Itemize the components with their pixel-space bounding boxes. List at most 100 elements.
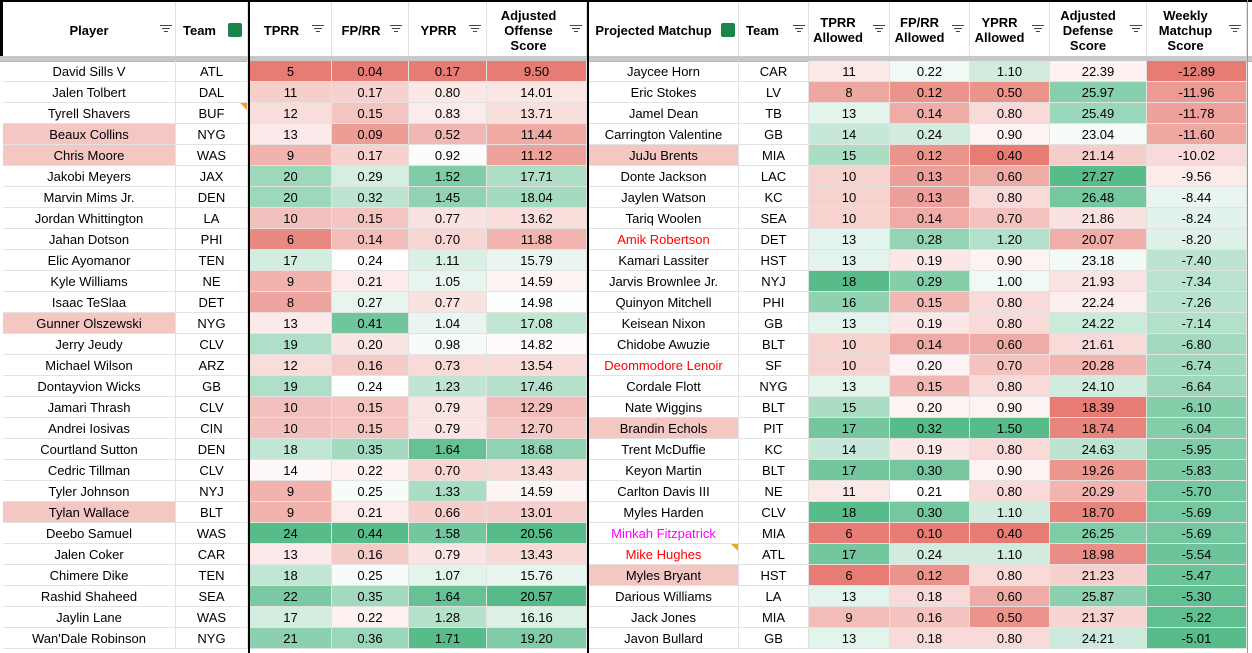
tprr-allowed-cell[interactable]: 18 <box>809 271 890 292</box>
player-cell[interactable]: Jordan Whittington <box>3 208 176 229</box>
adjusted-defense-cell[interactable]: 18.74 <box>1050 418 1147 439</box>
yprr-cell[interactable]: 1.64 <box>409 439 487 460</box>
opponent-team-cell[interactable]: LV <box>739 82 809 103</box>
matchup-cell[interactable]: JuJu Brents <box>589 145 739 166</box>
opponent-team-cell[interactable]: TB <box>739 103 809 124</box>
team-cell[interactable]: WAS <box>176 523 248 544</box>
header-fprr[interactable]: FP/RR <box>332 2 409 58</box>
opponent-team-cell[interactable]: GB <box>739 313 809 334</box>
matchup-cell[interactable]: Jaycee Horn <box>589 61 739 82</box>
opponent-team-cell[interactable]: HST <box>739 250 809 271</box>
tprr-cell[interactable]: 9 <box>250 271 332 292</box>
adjusted-defense-cell[interactable]: 24.10 <box>1050 376 1147 397</box>
yprr-cell[interactable]: 1.05 <box>409 271 487 292</box>
yprr-cell[interactable]: 0.77 <box>409 208 487 229</box>
opponent-team-cell[interactable]: KC <box>739 439 809 460</box>
fprr-allowed-cell[interactable]: 0.14 <box>890 208 970 229</box>
adjusted-offense-cell[interactable]: 13.01 <box>487 502 587 523</box>
adjusted-defense-cell[interactable]: 26.48 <box>1050 187 1147 208</box>
adjusted-defense-cell[interactable]: 18.70 <box>1050 502 1147 523</box>
fprr-allowed-cell[interactable]: 0.15 <box>890 376 970 397</box>
yprr-cell[interactable]: 1.58 <box>409 523 487 544</box>
yprr-allowed-cell[interactable]: 0.50 <box>970 607 1050 628</box>
fprr-allowed-cell[interactable]: 0.32 <box>890 418 970 439</box>
fprr-cell[interactable]: 0.25 <box>332 481 409 502</box>
adjusted-defense-cell[interactable]: 25.87 <box>1050 586 1147 607</box>
yprr-cell[interactable]: 0.17 <box>409 61 487 82</box>
player-cell[interactable]: Elic Ayomanor <box>3 250 176 271</box>
tprr-allowed-cell[interactable]: 8 <box>809 82 890 103</box>
tprr-cell[interactable]: 10 <box>250 418 332 439</box>
fprr-cell[interactable]: 0.24 <box>332 376 409 397</box>
yprr-allowed-cell[interactable]: 0.60 <box>970 586 1050 607</box>
yprr-allowed-cell[interactable]: 1.10 <box>970 502 1050 523</box>
weekly-matchup-cell[interactable]: -7.34 <box>1147 271 1247 292</box>
tprr-cell[interactable]: 10 <box>250 208 332 229</box>
fprr-cell[interactable]: 0.17 <box>332 82 409 103</box>
yprr-allowed-cell[interactable]: 1.00 <box>970 271 1050 292</box>
filter-icon[interactable] <box>1130 24 1142 34</box>
matchup-cell[interactable]: Carlton Davis III <box>589 481 739 502</box>
yprr-allowed-cell[interactable]: 0.90 <box>970 250 1050 271</box>
header-yprr[interactable]: YPRR <box>409 2 487 58</box>
tprr-allowed-cell[interactable]: 10 <box>809 355 890 376</box>
weekly-matchup-cell[interactable]: -6.80 <box>1147 334 1247 355</box>
opponent-team-cell[interactable]: NYJ <box>739 271 809 292</box>
yprr-cell[interactable]: 0.83 <box>409 103 487 124</box>
opponent-team-cell[interactable]: GB <box>739 124 809 145</box>
adjusted-offense-cell[interactable]: 20.57 <box>487 586 587 607</box>
player-cell[interactable]: David Sills V <box>3 61 176 82</box>
fprr-allowed-cell[interactable]: 0.19 <box>890 439 970 460</box>
weekly-matchup-cell[interactable]: -6.64 <box>1147 376 1247 397</box>
header-adjusted-defense[interactable]: Adjusted Defense Score <box>1050 2 1147 58</box>
filter-icon[interactable] <box>793 24 805 34</box>
matchup-cell[interactable]: Keyon Martin <box>589 460 739 481</box>
adjusted-offense-cell[interactable]: 17.08 <box>487 313 587 334</box>
comment-indicator-icon[interactable] <box>240 103 247 110</box>
opponent-team-cell[interactable]: PIT <box>739 418 809 439</box>
fprr-cell[interactable]: 0.36 <box>332 628 409 649</box>
player-cell[interactable]: Jaylin Lane <box>3 607 176 628</box>
tprr-allowed-cell[interactable]: 13 <box>809 628 890 649</box>
fprr-allowed-cell[interactable]: 0.14 <box>890 334 970 355</box>
team-cell[interactable]: NYG <box>176 628 248 649</box>
tprr-allowed-cell[interactable]: 17 <box>809 544 890 565</box>
tprr-allowed-cell[interactable]: 13 <box>809 313 890 334</box>
adjusted-offense-cell[interactable]: 13.43 <box>487 544 587 565</box>
yprr-cell[interactable]: 1.23 <box>409 376 487 397</box>
tprr-allowed-cell[interactable]: 15 <box>809 145 890 166</box>
tprr-cell[interactable]: 22 <box>250 586 332 607</box>
team-cell[interactable]: DEN <box>176 439 248 460</box>
adjusted-offense-cell[interactable]: 14.59 <box>487 481 587 502</box>
adjusted-offense-cell[interactable]: 14.01 <box>487 82 587 103</box>
filter-active-icon[interactable] <box>721 23 735 37</box>
weekly-matchup-cell[interactable]: -8.44 <box>1147 187 1247 208</box>
adjusted-defense-cell[interactable]: 26.25 <box>1050 523 1147 544</box>
fprr-cell[interactable]: 0.32 <box>332 187 409 208</box>
fprr-allowed-cell[interactable]: 0.12 <box>890 145 970 166</box>
yprr-allowed-cell[interactable]: 0.90 <box>970 124 1050 145</box>
adjusted-defense-cell[interactable]: 24.21 <box>1050 628 1147 649</box>
comment-indicator-icon[interactable] <box>731 544 738 551</box>
matchup-cell[interactable]: Nate Wiggins <box>589 397 739 418</box>
tprr-cell[interactable]: 21 <box>250 628 332 649</box>
adjusted-defense-cell[interactable]: 21.93 <box>1050 271 1147 292</box>
matchup-cell[interactable]: Donte Jackson <box>589 166 739 187</box>
team-cell[interactable]: DAL <box>176 82 248 103</box>
player-cell[interactable]: Tyrell Shavers <box>3 103 176 124</box>
adjusted-defense-cell[interactable]: 18.98 <box>1050 544 1147 565</box>
player-cell[interactable]: Rashid Shaheed <box>3 586 176 607</box>
tprr-allowed-cell[interactable]: 13 <box>809 376 890 397</box>
yprr-allowed-cell[interactable]: 0.80 <box>970 481 1050 502</box>
weekly-matchup-cell[interactable]: -5.47 <box>1147 565 1247 586</box>
tprr-allowed-cell[interactable]: 14 <box>809 439 890 460</box>
tprr-cell[interactable]: 24 <box>250 523 332 544</box>
team-cell[interactable]: ARZ <box>176 355 248 376</box>
adjusted-defense-cell[interactable]: 22.39 <box>1050 61 1147 82</box>
opponent-team-cell[interactable]: NYG <box>739 376 809 397</box>
player-cell[interactable]: Jakobi Meyers <box>3 166 176 187</box>
tprr-cell[interactable]: 18 <box>250 439 332 460</box>
team-cell[interactable]: PHI <box>176 229 248 250</box>
adjusted-offense-cell[interactable]: 19.20 <box>487 628 587 649</box>
yprr-cell[interactable]: 0.73 <box>409 355 487 376</box>
